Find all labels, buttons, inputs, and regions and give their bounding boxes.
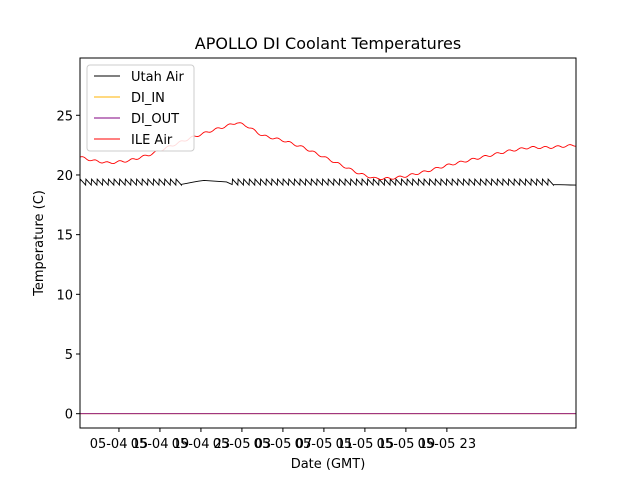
x-tick-label-4: 05-05 07	[254, 437, 312, 452]
legend-label-3: ILE Air	[131, 133, 173, 148]
x-axis-label: Date (GMT)	[291, 457, 366, 472]
x-tick-label-2: 05-04 23	[172, 437, 230, 452]
y-tick-label-3: 15	[56, 229, 73, 244]
y-tick-label-5: 25	[56, 109, 73, 124]
x-tick-label-0: 05-04 15	[90, 437, 148, 452]
x-tick-label-7: 05-05 19	[377, 437, 435, 452]
legend-box	[86, 64, 195, 152]
chart-title: APOLLO DI Coolant Temperatures	[195, 34, 461, 53]
x-tick-label-6: 05-05 15	[336, 437, 394, 452]
y-axis-label: Temperature (C)	[32, 190, 47, 297]
series-line-utah-air	[80, 178, 576, 187]
y-axis: 0 5 10 15 20 25	[56, 109, 80, 423]
x-tick-label-5: 05-05 11	[295, 437, 353, 452]
y-tick-label-0: 0	[65, 408, 73, 423]
y-tick-label-4: 20	[56, 169, 73, 184]
x-tick-label-1: 05-04 19	[131, 437, 189, 452]
x-tick-label-8: 05-05 23	[418, 437, 476, 452]
legend-label-2: DI_OUT	[131, 112, 179, 127]
plot-frame	[79, 57, 577, 429]
legend-label-1: DI_IN	[131, 91, 165, 106]
x-tick-label-3: 05-05 03	[213, 437, 271, 452]
y-tick-label-2: 10	[56, 288, 73, 303]
legend-label-0: Utah Air	[131, 70, 184, 85]
legend: Utah Air DI_IN DI_OUT ILE Air	[86, 64, 195, 152]
y-tick-label-1: 5	[65, 348, 73, 363]
